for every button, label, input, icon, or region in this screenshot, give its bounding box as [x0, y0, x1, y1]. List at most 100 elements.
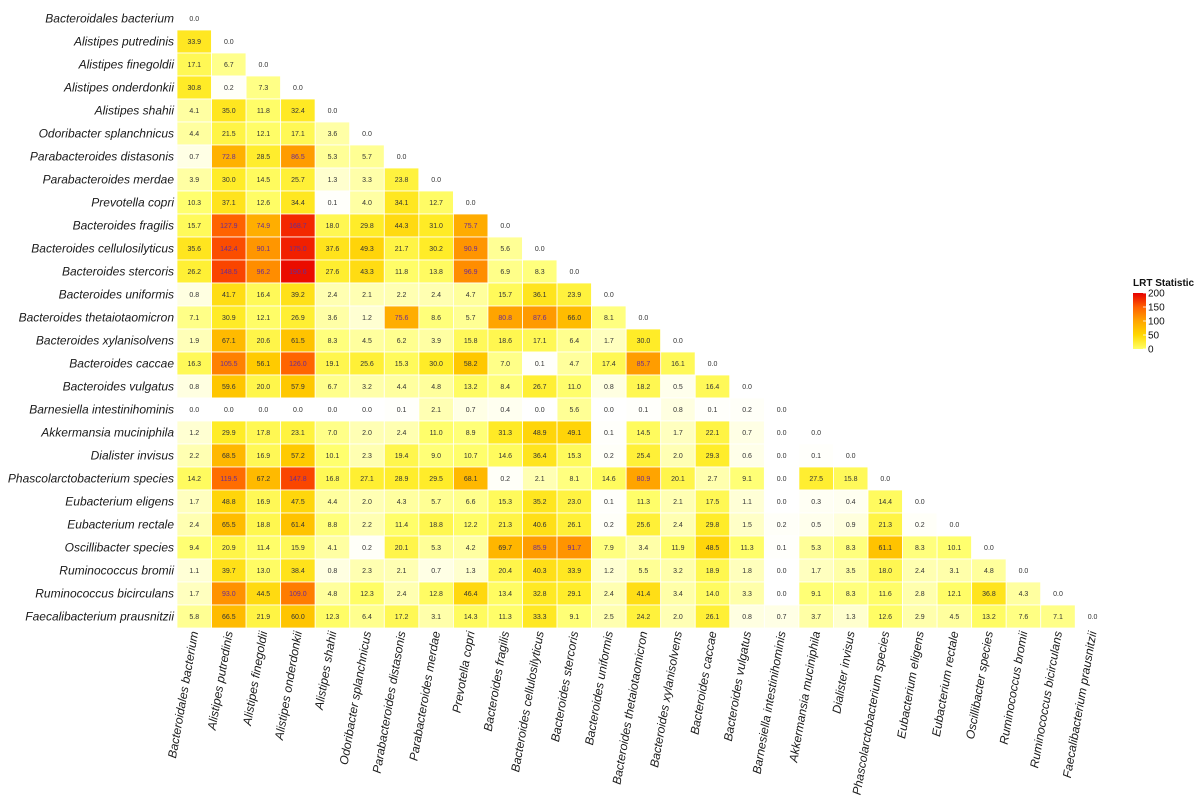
cell-value: 0.9: [846, 522, 856, 529]
y-axis-label: Phascolarctobacterium species: [8, 472, 174, 486]
cell-value: 0.2: [224, 85, 234, 92]
cell-value: 0.8: [604, 384, 614, 391]
x-axis-label: Eubacterium eligens: [894, 630, 927, 740]
heatmap-cell: [1074, 604, 1111, 629]
cell-value: 5.7: [431, 499, 441, 506]
cell-value: 12.6: [878, 614, 892, 621]
x-axis-label: Barnesiella intestinihominis: [750, 630, 789, 775]
cell-value: 40.3: [533, 568, 547, 575]
legend-tick-label: 150: [1148, 303, 1165, 314]
cell-value: 15.9: [291, 545, 305, 552]
x-axis-label: Oscillibacter species: [963, 630, 996, 740]
x-axis-label: Phascolarctobacterium species: [850, 630, 893, 796]
cell-value: 13.8: [429, 269, 443, 276]
cell-value: 1.1: [742, 499, 752, 506]
cell-value: 5.7: [466, 315, 476, 322]
cell-value: 3.2: [673, 568, 683, 575]
cell-value: 27.6: [326, 269, 340, 276]
cell-value: 36.8: [982, 591, 996, 598]
cell-value: 15.3: [395, 361, 409, 368]
cell-value: 18.6: [498, 338, 512, 345]
cell-value: 18.8: [429, 522, 443, 529]
cell-value: 0.0: [500, 223, 510, 230]
y-axis-label: Bacteroidales bacterium: [45, 12, 174, 26]
cell-value: 0.0: [362, 407, 372, 414]
cell-value: 11.3: [637, 499, 650, 506]
cell-value: 46.4: [464, 591, 478, 598]
cell-value: 49.3: [360, 246, 374, 253]
cell-value: 9.1: [569, 614, 579, 621]
cell-value: 0.0: [1088, 614, 1098, 621]
cell-value: 2.3: [362, 568, 372, 575]
cell-value: 8.1: [604, 315, 614, 322]
cell-value: 48.5: [706, 545, 720, 552]
cell-value: 11.0: [568, 384, 581, 391]
cell-value: 2.9: [915, 614, 925, 621]
y-axis-label: Bacteroides thetaiotaomicron: [19, 311, 175, 325]
cell-value: 8.9: [466, 430, 476, 437]
cell-value: 1.9: [189, 338, 199, 345]
cell-value: 0.0: [777, 476, 787, 483]
cell-value: 27.1: [360, 476, 374, 483]
cell-value: 3.9: [189, 177, 199, 184]
cell-value: 7.1: [189, 315, 199, 322]
cell-value: 8.1: [569, 476, 579, 483]
cell-value: 37.6: [326, 246, 340, 253]
cell-value: 18.9: [706, 568, 720, 575]
cell-value: 0.0: [1019, 568, 1029, 575]
cell-value: 1.5: [742, 522, 752, 529]
cell-value: 12.1: [257, 131, 271, 138]
y-axis-label: Dialister invisus: [91, 449, 174, 463]
cell-value: 11.3: [741, 545, 754, 552]
y-axis-label: Alistipes finegoldii: [78, 58, 175, 72]
cell-value: 35.6: [187, 246, 201, 253]
cell-value: 28.5: [257, 154, 271, 161]
cell-value: 85.9: [533, 545, 547, 552]
y-axis-label: Faecalibacterium prausnitzii: [25, 610, 174, 624]
cell-value: 20.4: [498, 568, 512, 575]
cell-value: 12.1: [257, 315, 271, 322]
cell-value: 20.1: [395, 545, 409, 552]
cell-value: 0.0: [1053, 591, 1063, 598]
cell-value: 41.4: [637, 591, 651, 598]
cell-value: 31.0: [429, 223, 443, 230]
cell-value: 2.4: [397, 430, 407, 437]
cell-value: 2.2: [397, 292, 407, 299]
cell-value: 4.4: [397, 384, 407, 391]
cell-value: 2.4: [397, 591, 407, 598]
y-axis-label: Bacteroides cellulosilyticus: [31, 242, 174, 256]
cell-value: 15.3: [568, 453, 582, 460]
cell-value: 80.8: [498, 315, 512, 322]
cell-value: 12.8: [429, 591, 443, 598]
cell-value: 17.1: [291, 131, 305, 138]
cell-value: 0.0: [742, 384, 752, 391]
cell-value: 40.6: [533, 522, 547, 529]
cell-value: 0.2: [500, 476, 510, 483]
cell-value: 16.8: [326, 476, 340, 483]
x-axis-label: Eubacterium rectale: [929, 630, 961, 738]
cell-value: 12.3: [326, 614, 340, 621]
y-axis-label: Bacteroides vulgatus: [63, 380, 174, 394]
cell-value: 2.0: [362, 499, 372, 506]
cell-value: 0.7: [189, 154, 199, 161]
cell-value: 96.2: [257, 269, 271, 276]
cell-value: 2.1: [362, 292, 372, 299]
cell-value: 7.6: [1019, 614, 1029, 621]
cell-value: 17.2: [395, 614, 409, 621]
cell-value: 12.7: [429, 200, 443, 207]
cell-value: 7.1: [1053, 614, 1063, 621]
x-axis-label: Dialister invisus: [829, 630, 857, 715]
cell-value: 61.5: [291, 338, 305, 345]
cell-value: 1.7: [189, 499, 199, 506]
cell-value: 19.1: [326, 361, 340, 368]
cell-value: 14.5: [637, 430, 651, 437]
cell-value: 0.0: [777, 430, 787, 437]
cell-value: 4.0: [362, 200, 372, 207]
cell-value: 15.8: [464, 338, 478, 345]
legend-ticks: 200 150 100 50 0: [1143, 289, 1165, 356]
cell-value: 0.0: [604, 407, 614, 414]
cell-value: 105.5: [220, 361, 238, 368]
cell-value: 0.0: [777, 568, 787, 575]
cell-value: 11.4: [257, 545, 270, 552]
